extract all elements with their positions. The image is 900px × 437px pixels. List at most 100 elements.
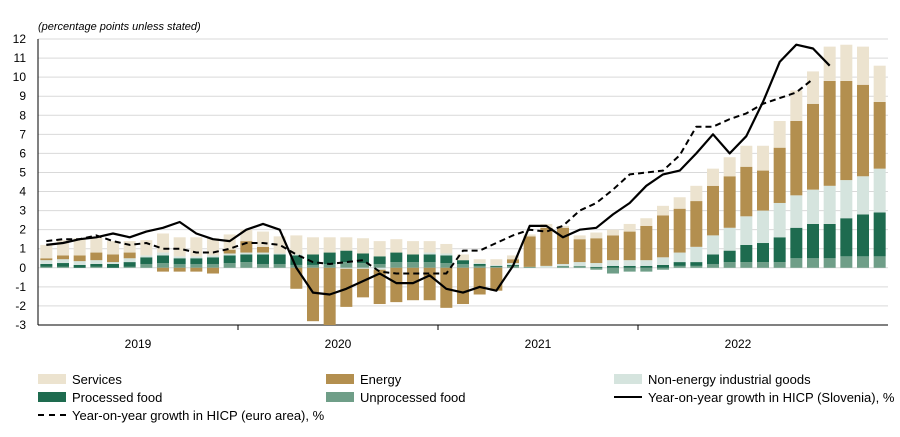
bar-unprocessed-46 bbox=[807, 258, 819, 268]
y-tick-label--1: -1 bbox=[15, 280, 26, 294]
bar-processed-5 bbox=[123, 262, 136, 267]
bar-neig-33 bbox=[590, 263, 603, 267]
bar-services-13 bbox=[257, 231, 269, 247]
bar-energy-38 bbox=[673, 208, 686, 253]
bar-neig-14 bbox=[273, 253, 286, 255]
bar-services-4 bbox=[107, 241, 119, 255]
bar-unprocessed-34 bbox=[607, 267, 619, 274]
bar-neig-38 bbox=[673, 252, 686, 263]
y-tick-label-6: 6 bbox=[19, 146, 26, 160]
bar-processed-16 bbox=[307, 254, 319, 265]
stacked-bars bbox=[40, 44, 886, 325]
bar-processed-10 bbox=[207, 257, 219, 264]
legend-item-energy: Energy bbox=[326, 370, 401, 388]
bar-services-39 bbox=[690, 185, 703, 202]
bar-neig-42 bbox=[740, 216, 753, 245]
bar-energy-40 bbox=[707, 185, 719, 236]
bar-unprocessed-12 bbox=[240, 262, 253, 268]
bar-energy-33 bbox=[590, 238, 603, 264]
bar-energy-1 bbox=[57, 255, 69, 260]
y-tick-label-11: 11 bbox=[14, 51, 27, 65]
bar-energy-21 bbox=[390, 267, 403, 303]
bar-services-8 bbox=[173, 237, 186, 257]
bar-neig-31 bbox=[557, 263, 569, 266]
y-tick-label--3: -3 bbox=[15, 318, 26, 332]
bar-neig-12 bbox=[240, 252, 253, 255]
bar-neig-10 bbox=[207, 255, 219, 258]
bar-neig-19 bbox=[357, 267, 369, 269]
bar-energy-11 bbox=[223, 249, 236, 254]
legend-swatch-hicp-slovenia bbox=[614, 396, 642, 398]
bar-processed-37 bbox=[657, 264, 669, 268]
bar-energy-43 bbox=[757, 170, 769, 211]
bar-neig-34 bbox=[607, 260, 619, 266]
bar-energy-25 bbox=[457, 267, 469, 305]
bar-services-3 bbox=[90, 237, 103, 253]
bar-processed-46 bbox=[807, 223, 819, 259]
bar-neig-9 bbox=[190, 256, 203, 259]
bar-neig-40 bbox=[707, 235, 719, 255]
bar-unprocessed-26 bbox=[473, 265, 486, 268]
bar-neig-47 bbox=[823, 185, 836, 224]
bar-unprocessed-33 bbox=[590, 267, 603, 270]
bar-processed-3 bbox=[90, 263, 103, 267]
bar-processed-44 bbox=[773, 237, 786, 263]
bar-unprocessed-43 bbox=[757, 262, 769, 268]
bar-energy-5 bbox=[123, 252, 136, 259]
bar-energy-12 bbox=[240, 241, 253, 253]
bar-services-18 bbox=[340, 237, 353, 251]
bar-processed-26 bbox=[473, 263, 486, 266]
bar-neig-23 bbox=[423, 252, 436, 255]
y-tick-label-8: 8 bbox=[19, 108, 26, 122]
bar-unprocessed-47 bbox=[823, 258, 836, 268]
bar-neig-20 bbox=[373, 267, 386, 270]
bar-services-26 bbox=[473, 259, 486, 264]
bar-neig-4 bbox=[107, 262, 119, 264]
bar-unprocessed-27 bbox=[490, 266, 503, 268]
line-ea bbox=[46, 78, 814, 275]
bar-neig-7 bbox=[157, 252, 169, 256]
bar-neig-35 bbox=[623, 260, 636, 266]
bar-services-19 bbox=[357, 238, 369, 254]
bar-neig-41 bbox=[723, 227, 736, 251]
bar-processed-0 bbox=[40, 263, 53, 267]
bar-processed-27 bbox=[490, 265, 503, 267]
bar-neig-2 bbox=[73, 261, 86, 265]
bar-neig-26 bbox=[473, 263, 486, 264]
bar-processed-34 bbox=[607, 265, 619, 268]
bar-unprocessed-39 bbox=[690, 265, 703, 268]
legend-label-hicp-slovenia: Year-on-year growth in HICP (Slovenia), … bbox=[648, 389, 895, 405]
y-tick-label-0: 0 bbox=[19, 261, 26, 275]
bar-processed-1 bbox=[57, 263, 69, 267]
bar-services-21 bbox=[390, 239, 403, 253]
bar-unprocessed-18 bbox=[340, 262, 353, 268]
y-tick-label-10: 10 bbox=[13, 70, 27, 84]
bar-unprocessed-11 bbox=[223, 263, 236, 268]
bar-services-22 bbox=[407, 241, 419, 255]
bar-energy-15 bbox=[290, 267, 303, 289]
bar-services-32 bbox=[573, 235, 586, 240]
bar-processed-25 bbox=[457, 260, 469, 264]
bar-energy-13 bbox=[257, 246, 269, 253]
legend-item-unprocessed: Unprocessed food bbox=[326, 388, 466, 406]
bar-energy-0 bbox=[40, 258, 53, 261]
x-tick-label-2021: 2021 bbox=[525, 337, 552, 351]
bar-unprocessed-50 bbox=[873, 256, 886, 268]
bar-energy-36 bbox=[640, 225, 653, 261]
bar-services-28 bbox=[507, 255, 519, 260]
legend-swatch-energy bbox=[326, 374, 354, 384]
bar-services-43 bbox=[757, 145, 769, 171]
y-tick-label--2: -2 bbox=[15, 299, 26, 313]
bar-services-45 bbox=[790, 90, 803, 121]
bar-neig-50 bbox=[873, 168, 886, 213]
bar-processed-8 bbox=[173, 258, 186, 264]
bar-neig-43 bbox=[757, 210, 769, 244]
bar-neig-45 bbox=[790, 195, 803, 228]
legend-label-neig: Non-energy industrial goods bbox=[648, 371, 811, 387]
bar-processed-17 bbox=[323, 252, 336, 264]
bar-neig-49 bbox=[857, 176, 869, 215]
bar-energy-9 bbox=[190, 267, 203, 272]
legend-item-neig: Non-energy industrial goods bbox=[614, 370, 811, 388]
bar-unprocessed-42 bbox=[740, 262, 753, 268]
bar-services-23 bbox=[423, 241, 436, 253]
